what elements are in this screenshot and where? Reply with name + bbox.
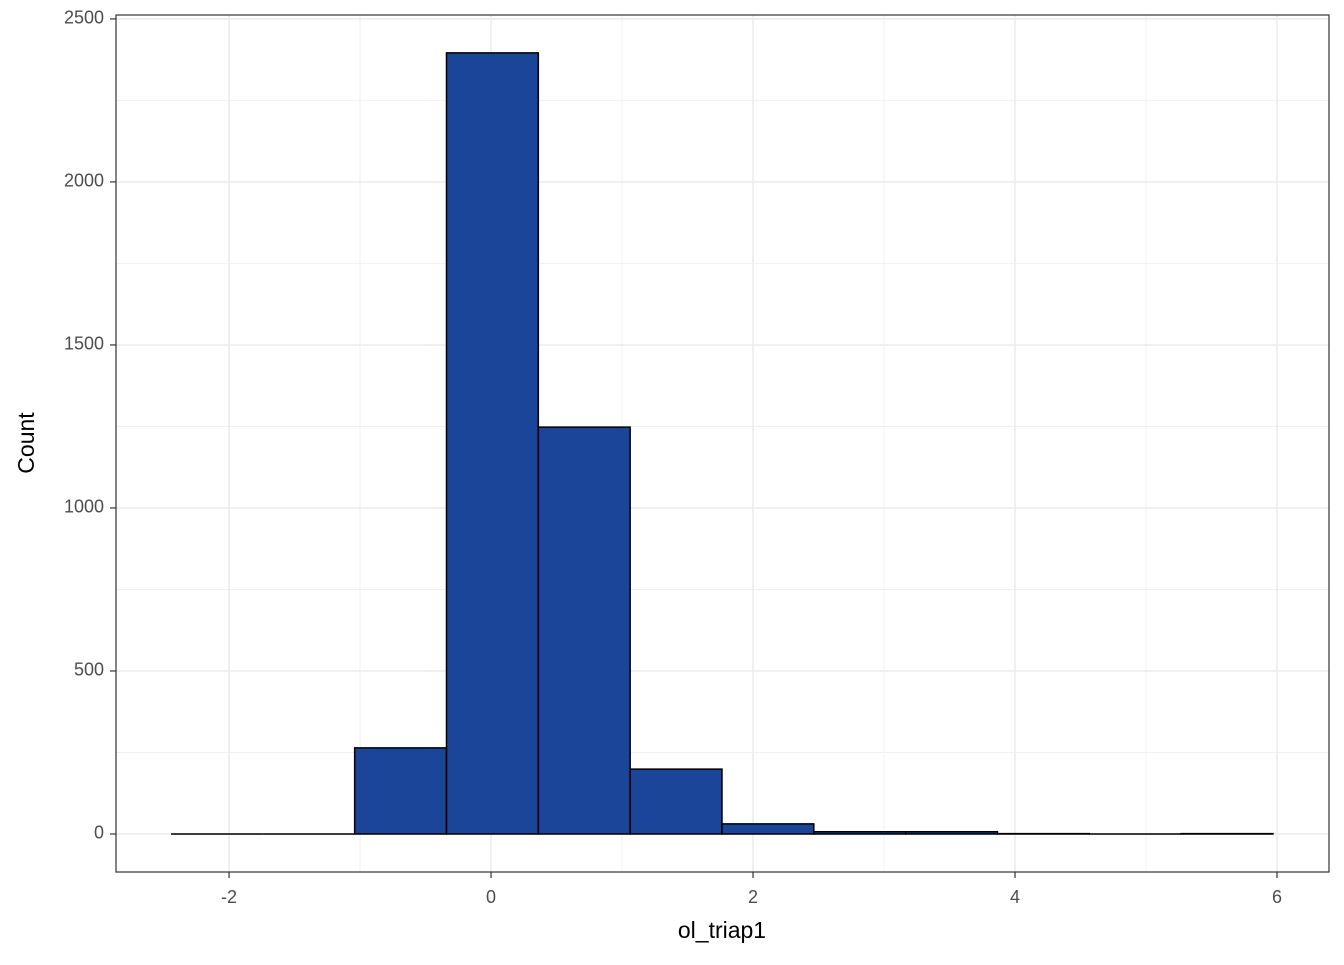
bar <box>906 832 998 834</box>
bar <box>722 824 814 834</box>
bar <box>814 832 906 834</box>
y-tick-label: 1000 <box>64 497 104 517</box>
x-tick-label: -2 <box>221 887 237 907</box>
x-axis-title: ol_triap1 <box>678 917 766 943</box>
bar <box>446 53 538 834</box>
bar <box>538 427 630 834</box>
x-tick-label: 6 <box>1272 887 1282 907</box>
y-tick-label: 0 <box>94 823 104 843</box>
panel-border <box>116 15 1329 872</box>
bar <box>355 748 447 834</box>
y-tick-label: 2000 <box>64 171 104 191</box>
y-tick-label: 1500 <box>64 334 104 354</box>
x-tick-label: 4 <box>1010 887 1020 907</box>
x-tick-label: 0 <box>486 887 496 907</box>
y-tick-label: 2500 <box>64 8 104 28</box>
y-axis-title: Count <box>13 412 39 474</box>
y-tick-label: 500 <box>74 660 104 680</box>
x-tick-label: 2 <box>748 887 758 907</box>
bar <box>630 769 722 834</box>
